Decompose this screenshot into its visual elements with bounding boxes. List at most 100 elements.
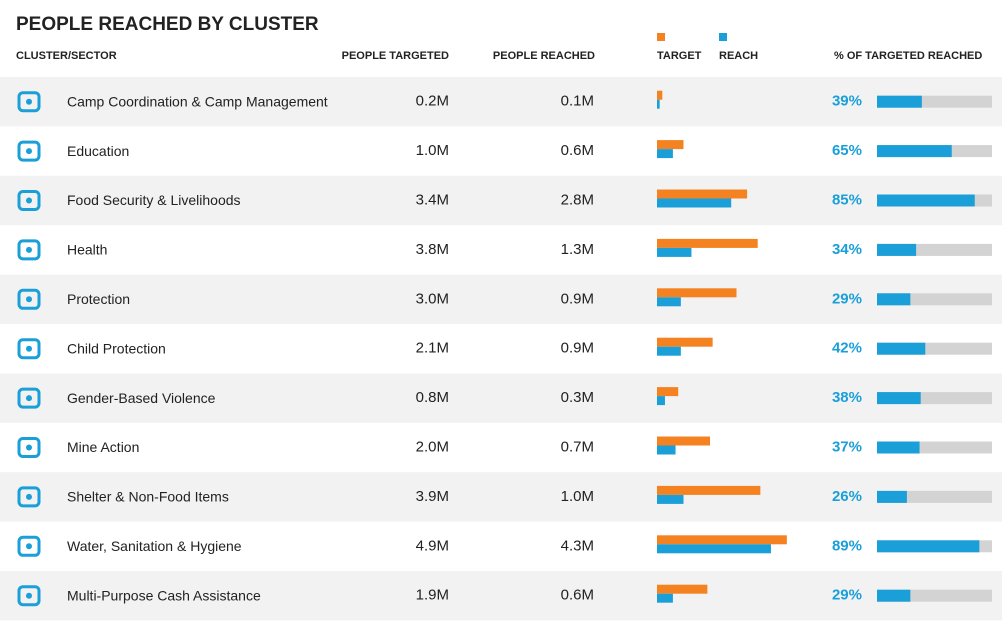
cluster-name: Multi-Purpose Cash Assistance xyxy=(67,587,261,603)
people-reached: 1.0M xyxy=(561,488,594,505)
cluster-name: Shelter & Non-Food Items xyxy=(67,489,229,505)
cluster-name: Protection xyxy=(67,291,130,307)
percent-bar xyxy=(877,540,980,553)
percent-reached: 38% xyxy=(832,389,862,406)
percent-reached: 34% xyxy=(832,241,862,258)
cluster-name: Mine Action xyxy=(67,439,139,455)
icon xyxy=(26,543,32,550)
people-targeted: 3.8M xyxy=(416,241,449,258)
reach-bar xyxy=(657,346,681,356)
people-reached: 2.8M xyxy=(561,191,594,208)
people-targeted: 0.2M xyxy=(416,93,449,110)
icon xyxy=(17,585,41,607)
cluster-name: Child Protection xyxy=(67,340,166,356)
title: PEOPLE REACHED BY CLUSTER xyxy=(16,14,319,35)
people-targeted: 4.9M xyxy=(416,537,449,554)
icon xyxy=(17,437,41,458)
target-bar xyxy=(657,337,713,347)
people-targeted: 1.9M xyxy=(416,587,449,604)
icon xyxy=(26,592,32,599)
people-reached: 1.3M xyxy=(561,241,594,258)
target-bar xyxy=(657,535,787,545)
icon xyxy=(17,535,41,557)
people-reached: 0.6M xyxy=(561,142,594,159)
percent-bar xyxy=(877,194,975,207)
cluster-name: Water, Sanitation & Hygiene xyxy=(67,538,242,554)
icon xyxy=(17,338,41,360)
percent-bar xyxy=(877,293,911,306)
percent-bar xyxy=(877,95,922,108)
target-bar xyxy=(657,288,737,298)
header: REACH xyxy=(719,50,758,62)
row-background xyxy=(0,571,1002,621)
people-reached: 0.7M xyxy=(561,438,594,455)
target-bar xyxy=(657,90,663,100)
reach-bar xyxy=(657,494,684,504)
percent-bar xyxy=(877,243,917,256)
reach-bar xyxy=(657,593,673,603)
row-background xyxy=(0,472,1002,522)
target-bar xyxy=(657,584,708,594)
cluster-name: Education xyxy=(67,143,129,159)
percent-reached: 37% xyxy=(832,438,862,455)
people-targeted: 0.8M xyxy=(416,389,449,406)
people-reached: 0.1M xyxy=(561,93,594,110)
icon xyxy=(17,486,41,508)
reach-bar xyxy=(657,544,771,554)
reach-bar xyxy=(657,198,732,208)
icon xyxy=(26,197,32,204)
people-targeted: 2.1M xyxy=(416,340,449,357)
icon xyxy=(26,444,32,451)
reach-bar xyxy=(657,396,665,406)
people-targeted: 1.0M xyxy=(416,142,449,159)
icon xyxy=(17,239,41,261)
reach-bar xyxy=(657,445,676,455)
icon xyxy=(26,246,32,253)
percent-reached: 42% xyxy=(832,340,862,357)
percent-bar xyxy=(877,441,920,454)
reach-bar xyxy=(657,99,660,109)
icon xyxy=(17,91,41,113)
header: PEOPLE TARGETED xyxy=(342,50,449,62)
percent-bar xyxy=(877,342,926,355)
percent-reached: 29% xyxy=(832,587,862,604)
people-reached: 0.3M xyxy=(561,389,594,406)
percent-bar xyxy=(877,589,911,602)
people-reached: 0.6M xyxy=(561,587,594,604)
icon xyxy=(17,288,41,310)
cluster-name: Health xyxy=(67,242,107,258)
people-targeted: 3.9M xyxy=(416,488,449,505)
people-targeted: 3.4M xyxy=(416,191,449,208)
percent-reached: 29% xyxy=(832,290,862,307)
icon xyxy=(26,296,32,303)
icon xyxy=(17,387,41,409)
icon xyxy=(26,395,32,402)
people-targeted: 3.0M xyxy=(416,290,449,307)
target-bar xyxy=(657,189,748,199)
people-reached: 0.9M xyxy=(561,340,594,357)
cluster-name: Gender-Based Violence xyxy=(67,390,216,406)
icon xyxy=(26,493,32,500)
legend-swatch xyxy=(657,33,665,41)
percent-reached: 65% xyxy=(832,142,862,159)
target-bar xyxy=(657,238,758,248)
icon xyxy=(26,148,32,155)
people-reached: 0.9M xyxy=(561,290,594,307)
header: % OF TARGETED REACHED xyxy=(834,50,982,62)
percent-bar xyxy=(877,490,907,503)
target-bar xyxy=(657,140,684,150)
row-background xyxy=(0,274,1002,324)
icon xyxy=(26,98,32,105)
reach-bar xyxy=(657,247,692,257)
percent-bar xyxy=(877,145,952,158)
icon xyxy=(26,345,32,352)
reach-bar xyxy=(657,149,673,159)
icon xyxy=(17,140,41,162)
row-background xyxy=(0,77,1002,127)
percent-bar xyxy=(877,392,921,405)
percent-reached: 85% xyxy=(832,191,862,208)
header: CLUSTER/SECTOR xyxy=(16,50,117,62)
target-bar xyxy=(657,387,679,397)
cluster-name: Food Security & Livelihoods xyxy=(67,192,241,208)
